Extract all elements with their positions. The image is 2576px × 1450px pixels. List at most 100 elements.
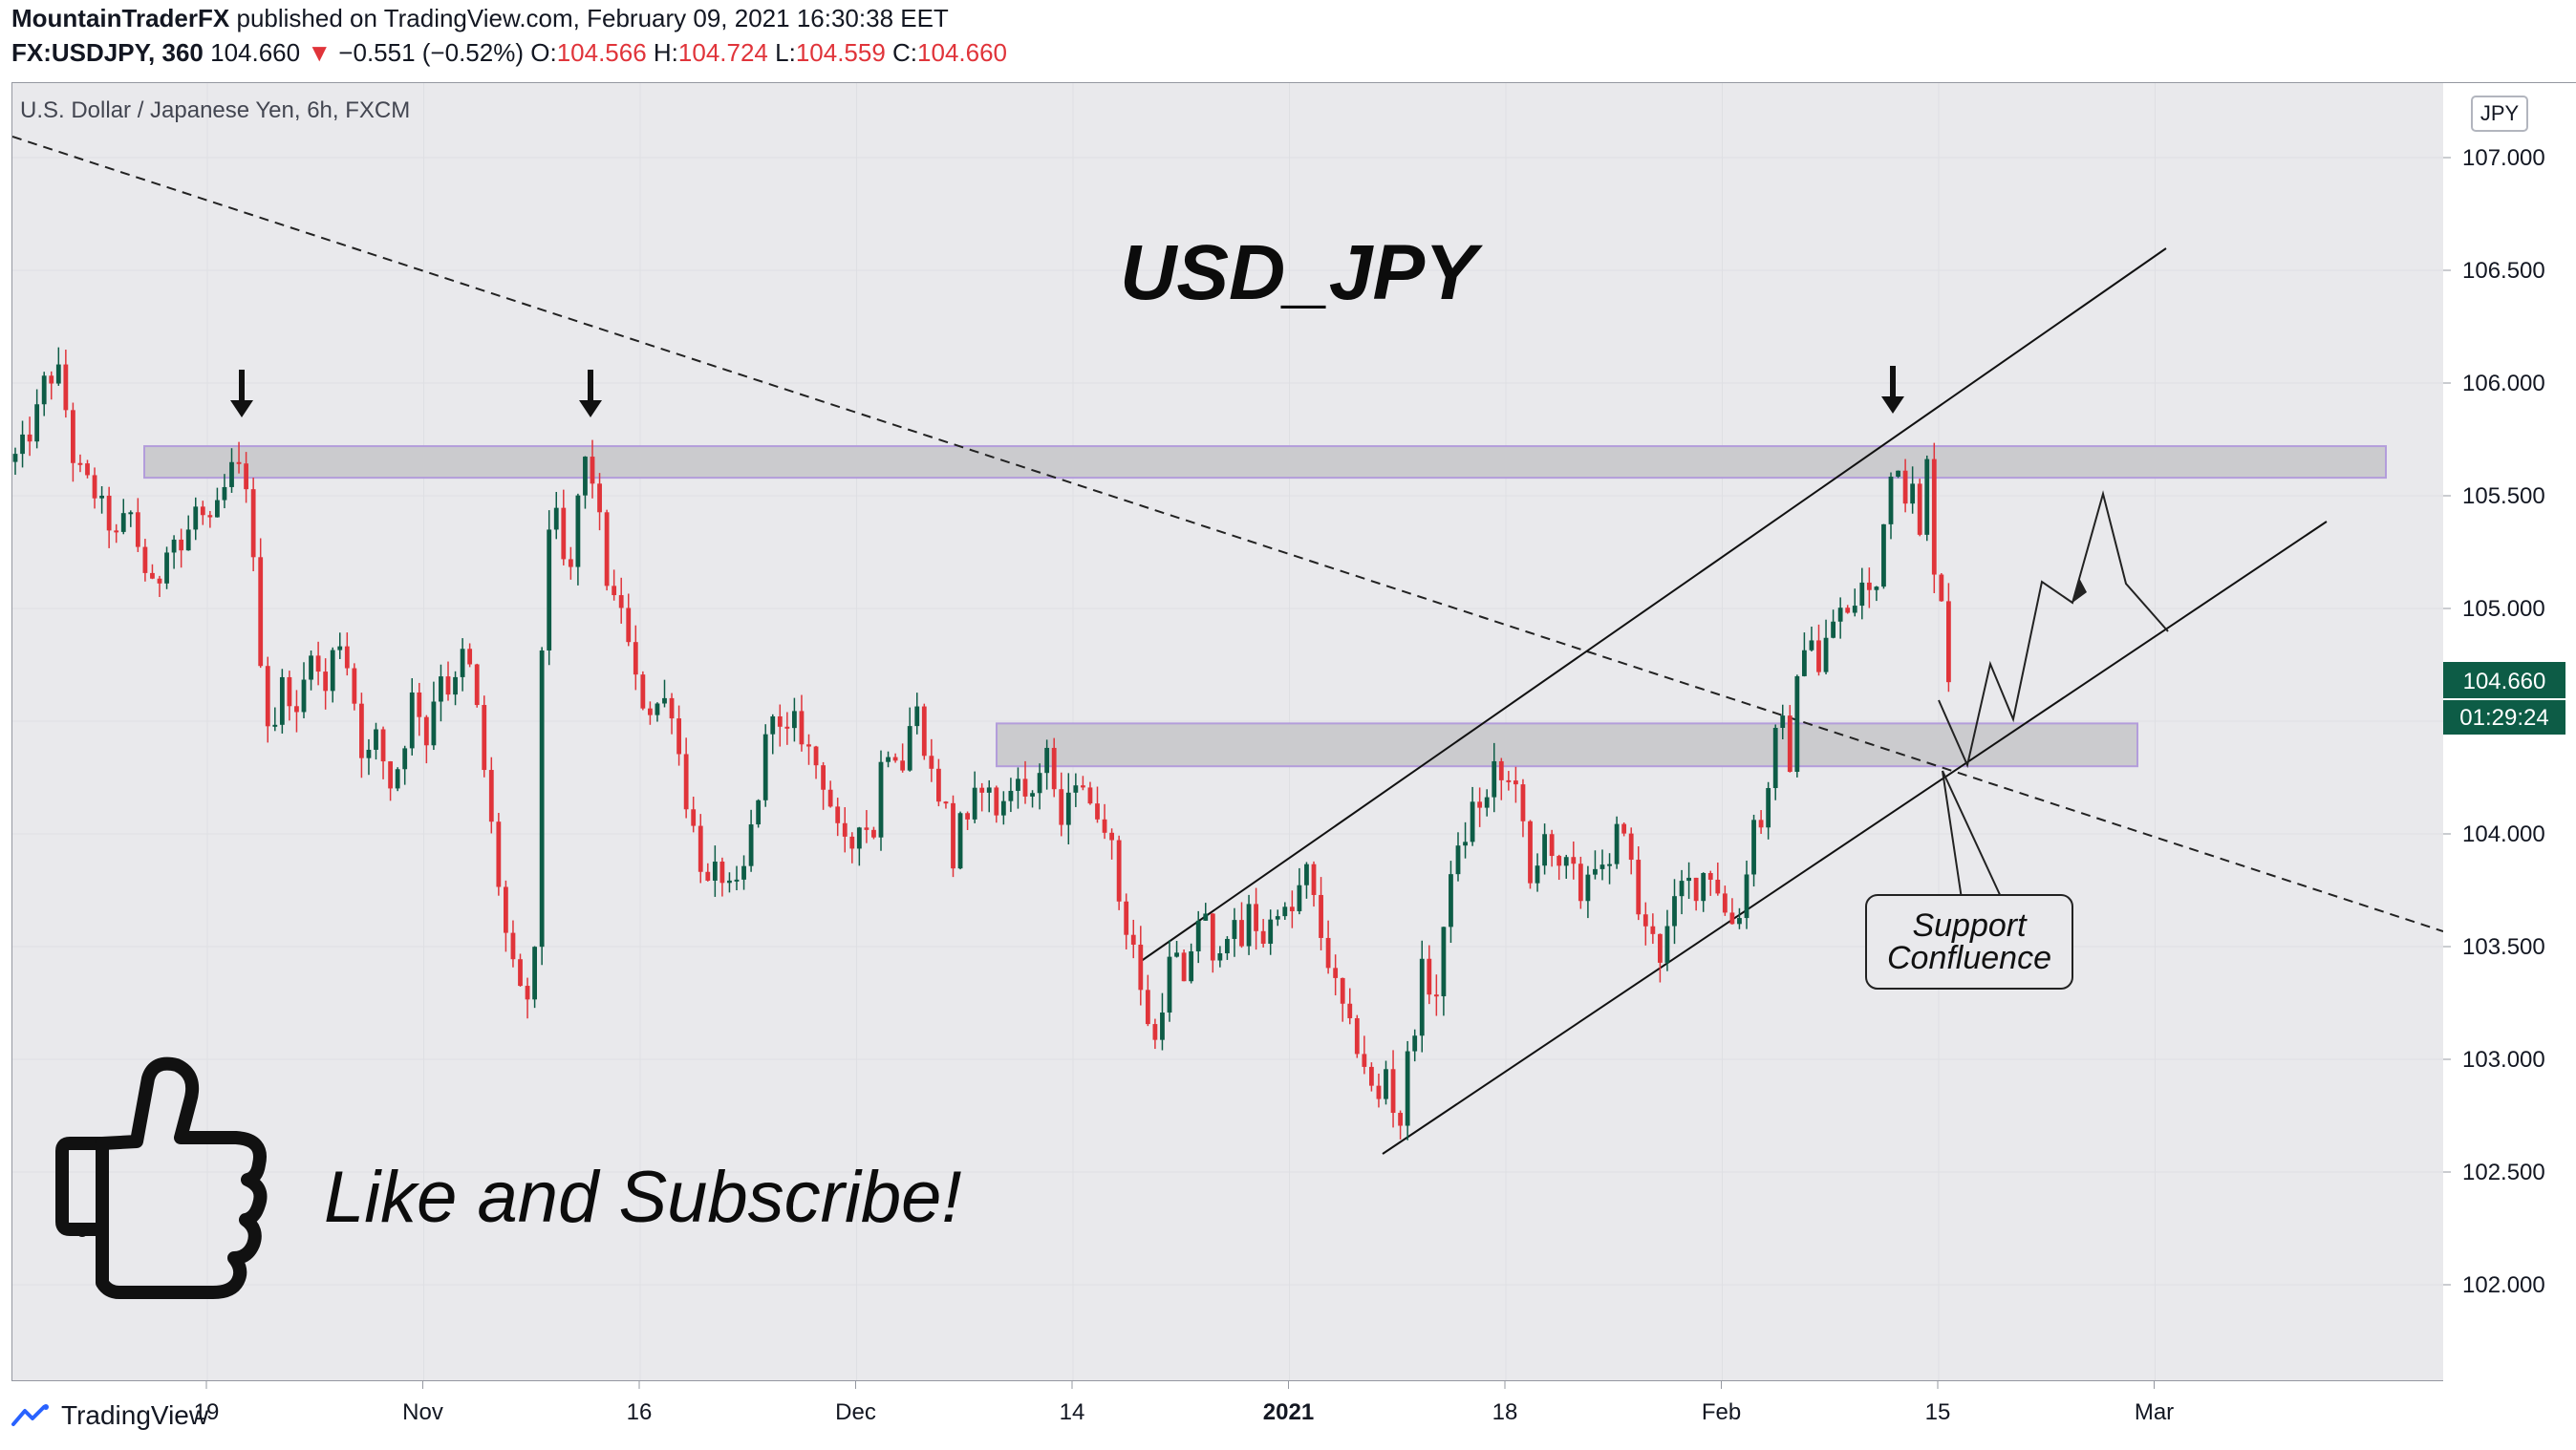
candle-body [1124,901,1129,935]
candle-body [359,703,364,758]
candle-body [258,557,264,667]
brand-footer[interactable]: TradingView [11,1400,208,1431]
candle-body [648,708,653,715]
candle-body [1282,906,1288,917]
candle-body [1304,864,1309,885]
candle-body [453,676,458,695]
candle-body [1275,916,1280,920]
channel-lower-line[interactable] [1382,521,2328,1155]
candle-body [821,765,826,790]
candle-body [1376,1085,1382,1099]
price-tick-label: 102.500 [2462,1160,2545,1185]
projection-path[interactable] [1938,490,2169,769]
time-axis[interactable]: 19 Nov 16 Dec 14 2021 18 Feb 15 Mar [11,1380,2443,1435]
candle-body [1030,793,1035,797]
candle-body [662,697,667,704]
down-arrow-icon: ▼ [307,38,333,67]
down-arrow-icon [1881,366,1904,414]
candle-body [1384,1069,1388,1099]
candle-body [150,572,155,579]
candle-body [20,434,25,455]
candle-body [590,457,595,484]
candle-body [1492,760,1497,798]
candle-body [965,813,970,820]
candle-body [114,530,119,533]
cta-text[interactable]: Like and Subscribe! [324,1157,962,1238]
candle-body [799,711,805,745]
candle-body [1254,904,1258,931]
candle-body [561,507,567,560]
candle-body [157,578,162,584]
candle-body [1065,792,1071,825]
candle-body [1311,864,1317,895]
candle-body [244,463,248,490]
price-tick-label: 106.500 [2462,258,2545,284]
chart-title: USD_JPY [1120,229,1483,316]
ohlc-header: FX:USDJPY, 360 104.660 ▼ −0.551 (−0.52%)… [11,38,1007,68]
callout-box[interactable] [1865,894,2073,990]
candle-body [633,642,638,675]
countdown-label: 01:29:24 [2459,705,2548,731]
time-tick-label: 19 [194,1399,220,1425]
candle-body [323,672,329,692]
candle-body [1621,823,1627,834]
price-axis[interactable]: JPY 107.000 106.500 106.000 105.500 105.000 1… [2443,82,2576,1381]
thumbs-up-icon[interactable] [55,1056,268,1299]
candle-body [1463,842,1468,846]
candle-body [445,676,451,695]
candle-body [1787,715,1792,773]
candle-body [907,726,912,771]
dashed-trendline[interactable] [12,136,2443,932]
candle-body [1636,860,1642,915]
candle-body [612,586,617,596]
callout-line-2: Confluence [1887,940,2051,976]
price-tick-label: 102.000 [2462,1272,2545,1298]
price-plot[interactable]: Support Confluence U.S. Dollar / Japanes… [12,83,2443,1380]
candle-body [1535,865,1540,884]
candle-body [215,500,220,518]
candle-body [1816,640,1821,672]
candle-body [1022,778,1028,797]
candle-body [128,512,134,515]
candle-body [539,650,545,948]
candle-body [1874,586,1879,590]
candle-body [1152,1024,1158,1040]
candle-body [1441,927,1447,996]
candle-body [402,748,408,770]
candle-body [1016,778,1020,791]
candle-body [236,461,242,464]
close-value: 104.660 [917,38,1008,67]
candle-body [301,679,307,713]
candle-body [1910,483,1916,504]
candle-body [482,705,487,771]
down-arrow-icon [579,370,602,417]
candle-body [1203,913,1209,921]
time-tick-label: 18 [1492,1399,1518,1425]
candle-body [943,801,949,804]
candle-body [179,539,184,551]
candle-body [1145,990,1150,1025]
candle-body [777,715,783,727]
candle-body [1333,968,1339,978]
author-name[interactable]: MountainTraderFX [11,4,230,32]
price-zone[interactable] [143,445,2387,480]
candle-body [1513,780,1518,785]
channel-upper-line[interactable] [1139,247,2167,963]
candle-body [1073,785,1079,793]
price-zone[interactable] [996,722,2138,768]
candle-body [1362,1054,1367,1067]
price-tick-label: 107.000 [2462,145,2545,171]
candle-body [1881,523,1886,587]
candle-body [135,512,140,547]
price-tick-label: 105.500 [2462,483,2545,509]
candle-body [1225,938,1230,954]
candle-body [655,703,660,715]
candle-body [1138,944,1144,991]
candle-body [1664,926,1670,963]
chart-pane[interactable]: Support Confluence U.S. Dollar / Japanes… [11,82,2444,1381]
candle-body [1181,952,1187,982]
candle-body [1859,582,1865,607]
candle-body [1246,904,1252,947]
currency-badge[interactable] [2471,96,2528,132]
candle-body [1802,650,1807,676]
